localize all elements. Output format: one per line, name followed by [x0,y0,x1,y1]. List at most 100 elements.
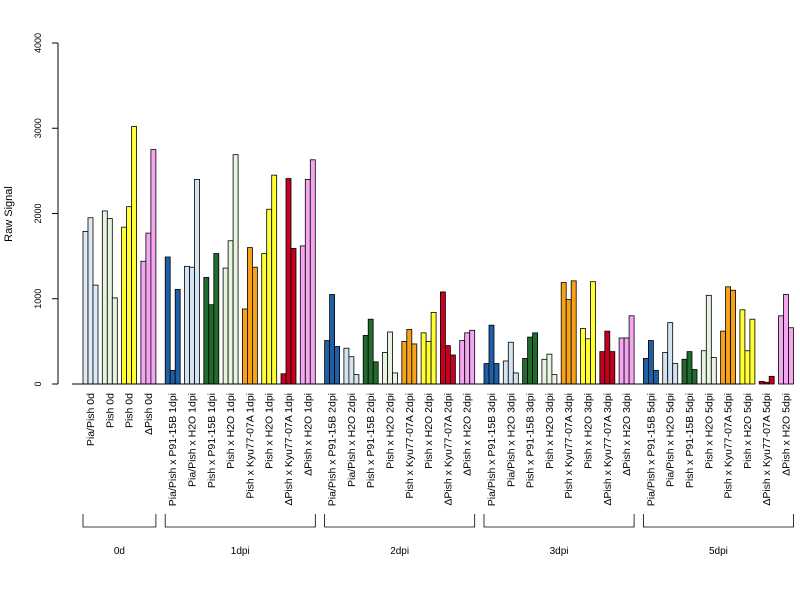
bar [599,351,606,385]
bar [788,327,794,385]
category-labels: Pia/Pish 0d Pish 0d Pish 0d ΔPish 0d Pia/Pis… [85,393,793,506]
bar [618,337,625,385]
category-label: Pia/Pish x P91-15B 3dpi [486,393,498,506]
bar [92,284,99,385]
bar [184,265,190,385]
bar [261,253,268,385]
bar [546,353,553,385]
category-label: ΔPish x H2O 2dpi [462,393,474,476]
group-label: 3dpi [550,546,569,557]
bar [285,178,292,385]
bar [532,332,538,385]
bar [681,358,688,385]
group-bracket [82,514,157,528]
bar [758,381,765,385]
bar [353,374,360,385]
bar [203,277,210,385]
bar [459,340,466,385]
bar [710,357,717,385]
bar [439,291,446,385]
bar [227,240,234,385]
category-label: Pish x Kyu77-07A 1dpi [244,393,256,499]
bar [194,178,200,385]
bar [502,360,509,385]
bar [382,352,388,385]
group-bracket [643,514,794,528]
y-tick-label: 4000 [33,33,43,53]
group-bracket [324,514,476,528]
category-label: Pish x H2O 2dpi [423,393,435,469]
category-label: Pish x Kyu77-07A 5dpi [723,393,735,499]
bars [82,126,794,385]
category-label: Pish x H2O 5dpi [703,393,715,469]
group-label: 1dpi [231,546,250,557]
category-label: Pish x P91-15B 5dpi [684,393,696,488]
bar [241,308,248,385]
bar [280,373,287,385]
bar [512,372,519,385]
bar [430,311,437,385]
category-label: Pia/Pish x H2O 5dpi [665,393,677,487]
group-bracket [164,514,316,528]
bar [565,299,572,385]
bar [251,266,258,385]
category-label: Pia/Pish x H2O 2dpi [346,393,358,487]
bar [174,288,181,385]
category-label: Pia/Pish x P91-15B 5dpi [645,393,657,506]
bar [686,351,693,385]
bar [367,318,374,385]
bar [551,374,558,385]
bar [730,289,736,385]
category-label: ΔPish x Kyu77-07A 5dpi [761,393,773,506]
group-brackets: 0d 1dpi 2dpi 3dpi 5dpi [82,514,794,557]
category-label: Pish x P91-15B 1dpi [206,393,218,488]
category-label: Pish 0d [124,393,136,428]
bar [628,315,635,385]
bar [585,338,591,385]
bar [372,361,379,385]
category-label: Pish x H2O 1dpi [225,393,237,469]
category-label: Pish x H2O 2dpi [385,393,397,469]
bar [121,226,127,385]
category-label: ΔPish 0d [143,393,155,435]
bar [720,330,726,385]
category-label: Pia/Pish x P91-15B 1dpi [167,393,179,506]
category-label: Pish x P91-15B 3dpi [525,393,537,488]
bar [309,159,316,385]
bar [783,294,789,385]
bar [299,245,306,385]
bar [763,381,770,385]
bar [744,350,751,385]
bar [667,322,674,385]
bar [749,318,756,385]
bar [126,206,132,385]
bar [222,267,229,385]
bar [469,329,476,385]
bar [324,340,331,385]
category-label: Pish x H2O 5dpi [742,393,754,469]
bar [604,330,611,385]
group-label: 5dpi [709,546,728,557]
category-label: ΔPish x H2O 5dpi [781,393,793,476]
bar [392,372,398,385]
bar [266,208,273,385]
bar [131,126,138,385]
bar [401,340,408,385]
bar [329,294,336,385]
bar [522,358,528,385]
category-label: ΔPish x Kyu77-07A 3dpi [602,393,614,506]
bar [488,324,495,385]
category-label: Pish 0d [104,393,116,428]
bar [290,248,297,385]
bar [648,340,654,385]
bar [493,363,500,385]
y-axis-label: Raw Signal [3,186,15,242]
category-label: Pish x H2O 3dpi [583,393,595,469]
group-label: 2dpi [390,546,409,557]
category-label: Pia/Pish x H2O 3dpi [505,393,517,487]
y-tick-label: 2000 [33,203,43,223]
bar [739,309,746,385]
bar [343,347,350,385]
category-label: Pia/Pish x P91-15B 2dpi [327,393,339,506]
group-bracket [483,514,635,528]
